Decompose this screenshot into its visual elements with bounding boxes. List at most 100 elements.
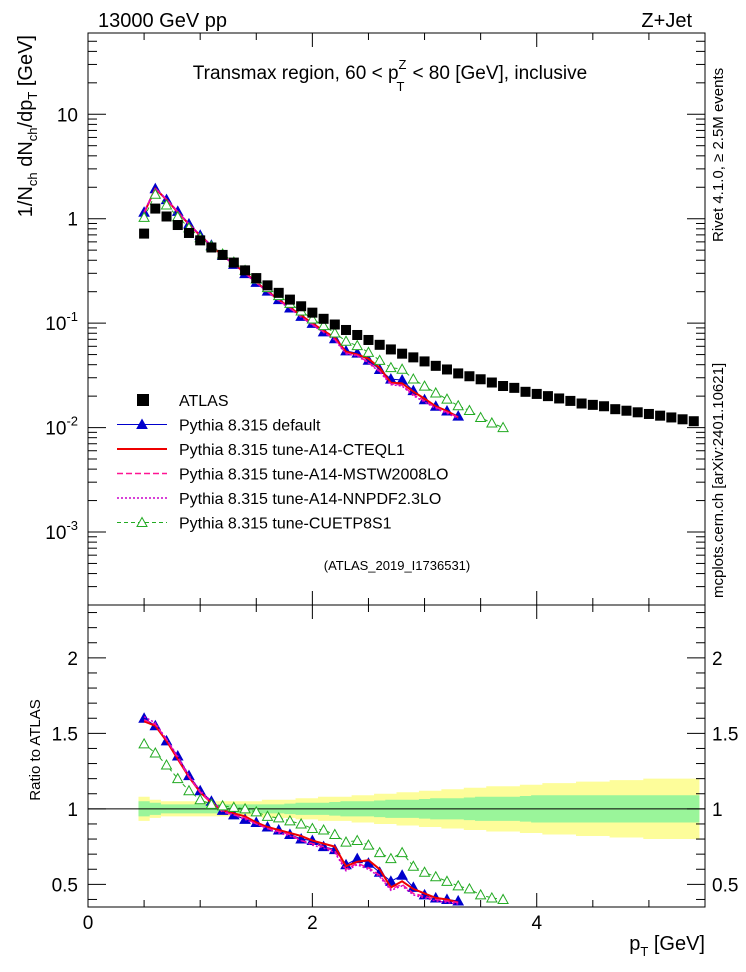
series-marker — [486, 416, 498, 428]
atlas-marker — [363, 334, 374, 345]
series-marker — [385, 361, 397, 373]
legend-label: Pythia 8.315 default — [179, 418, 321, 435]
series-ratio-marker — [452, 879, 465, 891]
main-y-tick-label: 10-2 — [45, 414, 78, 440]
legend-marker — [136, 418, 148, 429]
series-ratio-marker — [474, 888, 487, 900]
series-marker — [463, 404, 476, 415]
atlas-marker — [150, 203, 161, 214]
series-1-ratio — [143, 720, 459, 904]
atlas-marker — [307, 307, 318, 318]
ratio-y-axis-label: Ratio to ATLAS — [27, 699, 44, 800]
series-ratio-marker — [429, 870, 442, 882]
series-ratio-line — [143, 720, 459, 904]
x-axis-label: pT [GeV] — [629, 933, 705, 959]
series-marker — [418, 380, 431, 391]
series-ratio-line — [143, 743, 504, 900]
legend-label: Pythia 8.315 tune-CUETP8S1 — [179, 516, 392, 533]
plot-title-tail: < 80 [GeV], inclusive — [412, 63, 587, 84]
series-ratio-marker — [295, 817, 307, 829]
atlas-marker — [352, 329, 363, 340]
series-marker — [160, 198, 173, 210]
atlas-marker — [554, 393, 565, 404]
atlas-marker — [408, 352, 419, 363]
header-process-label: Z+Jet — [641, 10, 692, 32]
atlas-marker — [453, 368, 464, 379]
atlas-marker — [329, 319, 340, 330]
main-y-axis-label: 1/Nch dNch/dpT [GeV] — [15, 35, 40, 217]
series-ratio-marker — [239, 802, 251, 814]
main-y-tick-label: 10 — [57, 105, 78, 126]
atlas-marker — [632, 407, 643, 418]
atlas-marker — [172, 220, 183, 231]
atlas-marker — [430, 360, 441, 371]
series-ratio-marker — [250, 805, 263, 817]
series-ratio-marker — [486, 891, 498, 903]
plot-title-main: Transmax region, 60 < p — [193, 63, 399, 84]
series-ratio-marker — [171, 772, 184, 784]
series-ratio-marker — [284, 814, 296, 826]
atlas-marker — [509, 382, 520, 393]
atlas-marker — [195, 235, 206, 246]
x-axis: 0 2 4 — [83, 33, 706, 934]
atlas-marker — [621, 405, 632, 416]
atlas-marker — [296, 301, 307, 312]
legend-marker-atlas — [137, 394, 149, 406]
series-ratio-marker — [463, 882, 476, 894]
series-line — [143, 186, 459, 420]
atlas-marker — [498, 381, 509, 392]
plot-title-sup: Z — [398, 57, 406, 72]
series-ratio-marker — [317, 823, 330, 835]
atlas-marker — [520, 386, 531, 397]
atlas-marker — [475, 374, 486, 385]
series-ratio-marker — [385, 852, 397, 864]
atlas-marker — [486, 377, 497, 388]
series-ratio-marker — [407, 860, 420, 871]
atlas-marker — [397, 348, 408, 359]
atlas-marker — [385, 344, 396, 355]
ratio-bands-layer — [88, 778, 705, 840]
ratio-y-tick-label-right: 2 — [712, 649, 723, 670]
side-label-mcplots: mcplots.cern.ch [arXiv:2401.10621] — [710, 363, 727, 598]
ratio-y-tick-label: 1.5 — [52, 724, 78, 745]
series-4-ratio — [138, 737, 509, 904]
atlas-marker — [206, 242, 217, 253]
series-ratio-marker — [351, 834, 364, 846]
legend-marker — [136, 516, 148, 527]
series-ratio-marker — [149, 746, 162, 758]
atlas-marker — [677, 414, 688, 425]
atlas-marker — [441, 364, 452, 375]
main-series-layer — [138, 182, 699, 433]
series-marker — [138, 211, 150, 222]
plot-title-sub: T — [397, 79, 405, 94]
series-marker — [149, 188, 162, 199]
series-ratio-marker — [396, 869, 408, 880]
series-ratio-marker — [138, 737, 150, 749]
series-ratio-marker — [396, 846, 408, 858]
analysis-watermark: (ATLAS_2019_I1736531) — [324, 558, 470, 573]
atlas-marker — [587, 399, 598, 410]
atlas-marker — [576, 398, 587, 409]
series-marker — [306, 312, 319, 324]
ratio-series-layer — [138, 712, 509, 906]
series-ratio-marker — [216, 799, 229, 811]
ratio-plot-frame — [87, 604, 706, 908]
ratio-y-tick-label: 2 — [67, 649, 78, 670]
series-ratio-line — [143, 716, 459, 905]
series-ratio-marker — [205, 798, 218, 809]
series-ratio-marker — [441, 875, 453, 886]
series-ratio-marker — [306, 822, 319, 833]
atlas-marker — [419, 356, 430, 367]
atlas-marker — [531, 388, 542, 399]
x-tick-label: 4 — [531, 913, 542, 934]
series-ratio-marker — [261, 810, 274, 821]
series-marker — [340, 335, 352, 346]
atlas-marker — [273, 287, 284, 298]
atlas-marker — [542, 391, 553, 402]
atlas-marker — [688, 416, 699, 427]
series-marker — [441, 393, 453, 404]
legend-label: Pythia 8.315 tune-A14-MSTW2008LO — [179, 467, 448, 484]
main-y-tick-label: 10-1 — [45, 309, 78, 335]
atlas-marker — [217, 249, 228, 260]
